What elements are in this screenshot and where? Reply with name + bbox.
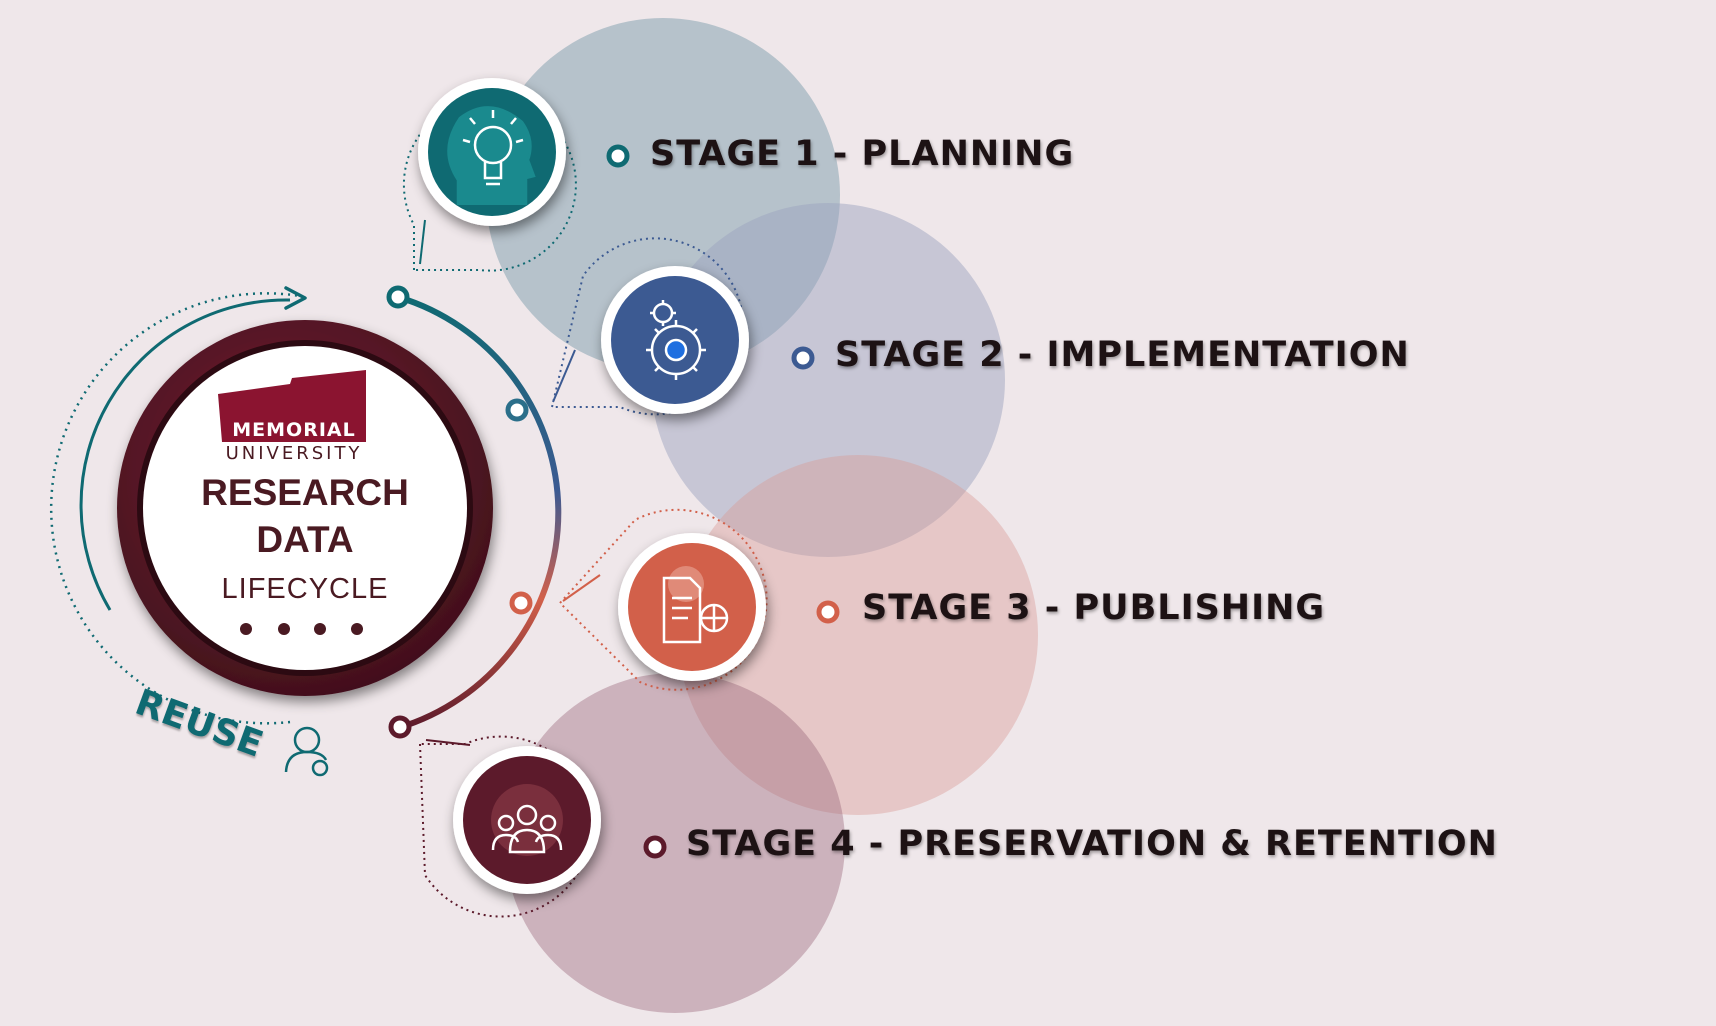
- bubble-stage-4: [505, 673, 845, 1013]
- connector-node-3: [509, 591, 533, 615]
- stage-4-label: STAGE 4 - PRESERVATION & RETENTION: [686, 824, 1498, 864]
- document-globe-icon: [662, 566, 729, 644]
- connector-node-1: [386, 285, 410, 309]
- people-globe-icon: [491, 784, 563, 856]
- reuse-label: REUSE: [130, 682, 268, 766]
- connector-node-4: [388, 715, 412, 739]
- gears-icon: [646, 300, 706, 380]
- stage-3-label: STAGE 3 - PUBLISHING: [862, 588, 1326, 628]
- stage-4-pin: [418, 735, 601, 918]
- center-title-line1: RESEARCH: [201, 472, 409, 513]
- connector-node-2: [505, 398, 529, 422]
- stage-2-marker: [791, 346, 815, 370]
- center-dot-1: [240, 623, 252, 635]
- lifecycle-connector-arc: [397, 294, 562, 731]
- reuse-arrowhead: [284, 286, 307, 310]
- bubble-stage-1: [486, 18, 840, 372]
- stage-3-marker: [816, 600, 840, 624]
- stage-4-marker: [643, 835, 667, 859]
- bubble-stage-2: [651, 203, 1005, 557]
- lightbulb-head-icon: [447, 106, 536, 205]
- center-subtitle: LIFECYCLE: [221, 573, 389, 605]
- stage-2-pin: [550, 237, 749, 416]
- reuse-arc-solid: [79, 298, 291, 611]
- center-dot-2: [278, 623, 290, 635]
- center-title-line2: DATA: [256, 519, 354, 560]
- stage-1-marker: [606, 144, 630, 168]
- stage-1-label: STAGE 1 - PLANNING: [650, 134, 1075, 174]
- bubble-stage-3: [678, 455, 1038, 815]
- reuse-person-icon: [284, 726, 329, 777]
- center-dot-3: [314, 623, 326, 635]
- logo-line2: UNIVERSITY: [226, 443, 363, 464]
- stage-2-label: STAGE 2 - IMPLEMENTATION: [835, 335, 1410, 375]
- logo-line1: MEMORIAL: [232, 419, 355, 441]
- stage-1-pin: [402, 78, 577, 272]
- center-dot-4: [351, 623, 363, 635]
- stage-3-pin: [558, 508, 768, 691]
- memorial-logo-mark: [218, 370, 366, 442]
